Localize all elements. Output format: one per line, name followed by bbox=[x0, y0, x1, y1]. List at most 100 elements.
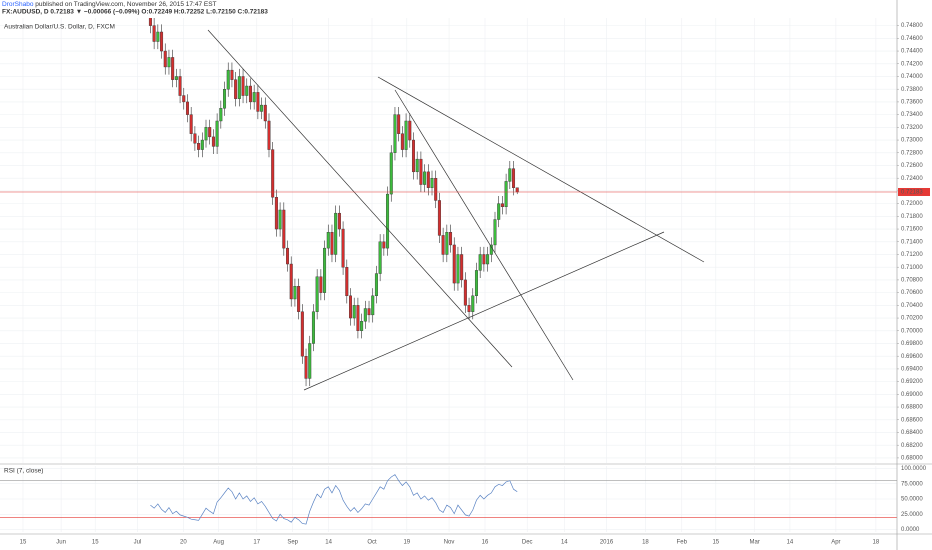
candle-body bbox=[471, 295, 475, 312]
y-tick-label: 0.74400 bbox=[901, 49, 923, 55]
y-tick-label: 0.74600 bbox=[901, 36, 923, 42]
candle-body bbox=[371, 295, 375, 316]
y-tick-label: 0.71400 bbox=[901, 239, 923, 245]
y-tick-label: 0.72600 bbox=[901, 163, 923, 169]
candle-body bbox=[200, 139, 204, 150]
candle-body bbox=[256, 92, 260, 112]
candle-body bbox=[156, 31, 160, 42]
y-tick-label: 0.68200 bbox=[901, 443, 923, 449]
candle-body bbox=[245, 85, 249, 96]
x-tick-label: Nov bbox=[444, 540, 455, 546]
candle-body bbox=[449, 232, 453, 246]
y-tick-label: 0.73000 bbox=[901, 138, 923, 144]
candle-body bbox=[234, 79, 238, 99]
x-tick-label: Jun bbox=[56, 540, 66, 546]
candle-body bbox=[500, 203, 504, 208]
y-tick-label: 0.70800 bbox=[901, 277, 923, 283]
trend-line bbox=[207, 29, 513, 368]
y-tick-label: 0.68600 bbox=[901, 417, 923, 423]
candle-body bbox=[474, 270, 478, 297]
candle-body bbox=[297, 286, 301, 312]
candle-body bbox=[382, 241, 386, 249]
candle-body bbox=[278, 209, 282, 230]
y-tick-label: 0.69800 bbox=[901, 341, 923, 347]
y-tick-label: 0.71600 bbox=[901, 227, 923, 233]
candle-body bbox=[326, 232, 330, 249]
candle-body bbox=[323, 247, 327, 293]
candle-body bbox=[415, 158, 419, 173]
candle-body bbox=[293, 286, 297, 300]
candle-body bbox=[197, 143, 201, 150]
candle-body bbox=[260, 104, 264, 112]
rsi-title: RSI (7, close) bbox=[4, 468, 43, 475]
x-tick-label: Aug bbox=[213, 540, 224, 546]
candle-body bbox=[248, 85, 252, 103]
candle-body bbox=[467, 305, 471, 312]
candle-body bbox=[489, 244, 493, 255]
candle-body bbox=[174, 76, 178, 80]
candle-body bbox=[482, 254, 486, 265]
candle-body bbox=[411, 139, 415, 173]
y-tick-label: 0.71800 bbox=[901, 214, 923, 220]
chart-title: Australian Dollar/U.S. Dollar, D, FXCM bbox=[4, 24, 115, 31]
candle-body bbox=[274, 197, 278, 230]
candle-body bbox=[356, 305, 360, 331]
x-tick-label: 15 bbox=[92, 540, 99, 546]
rsi-pane bbox=[0, 474, 897, 525]
x-tick-label: 19 bbox=[403, 540, 410, 546]
candle-body bbox=[311, 311, 315, 344]
last-price-box bbox=[898, 187, 930, 196]
y-tick-label: 0.68400 bbox=[901, 430, 923, 436]
candle-body bbox=[434, 177, 438, 201]
candle-body bbox=[367, 308, 371, 316]
y-tick-label: 100.0000 bbox=[901, 466, 927, 472]
trend-lines bbox=[207, 29, 705, 391]
trend-line bbox=[377, 76, 705, 263]
y-tick-label: 0.70000 bbox=[901, 328, 923, 334]
candle-body bbox=[363, 308, 367, 322]
y-tick-label: 0.70600 bbox=[901, 290, 923, 296]
candle-body bbox=[437, 200, 441, 236]
candle-body bbox=[308, 343, 312, 379]
candle-body bbox=[430, 177, 434, 188]
candle-body bbox=[400, 133, 404, 150]
candle-body bbox=[497, 203, 501, 220]
candle-body bbox=[215, 120, 219, 147]
author[interactable]: DrorShabo bbox=[2, 1, 34, 8]
candle-body bbox=[315, 276, 319, 312]
candle-body bbox=[319, 276, 323, 293]
candle-body bbox=[241, 76, 245, 96]
candle-body bbox=[341, 228, 345, 268]
candle-body bbox=[160, 31, 164, 52]
candle-body bbox=[423, 171, 427, 185]
y-tick-label: 0.74000 bbox=[901, 74, 923, 80]
candle-body bbox=[226, 69, 230, 90]
x-tick-label: Feb bbox=[677, 540, 688, 546]
candle-body bbox=[345, 267, 349, 297]
candle-body bbox=[426, 171, 430, 188]
x-tick-label: 2016 bbox=[600, 540, 614, 546]
candle-body bbox=[204, 127, 208, 141]
candle-body bbox=[478, 254, 482, 271]
y-tick-label: 50.0000 bbox=[901, 497, 923, 503]
y-tick-label: 0.72800 bbox=[901, 150, 923, 156]
x-tick-label: Mar bbox=[750, 540, 760, 546]
x-tick-label: Jul bbox=[134, 540, 142, 546]
grid bbox=[0, 18, 897, 532]
y-tick-label: 0.73200 bbox=[901, 125, 923, 131]
candle-body bbox=[300, 311, 304, 357]
y-tick-label: 0.68800 bbox=[901, 405, 923, 411]
x-tick-label: 14 bbox=[561, 540, 568, 546]
candle-body bbox=[441, 235, 445, 255]
candle-body bbox=[185, 101, 189, 115]
y-tick-label: 0.73600 bbox=[901, 99, 923, 105]
candle-body bbox=[237, 76, 241, 99]
y-tick-label: 25.0000 bbox=[901, 512, 923, 518]
candle-body bbox=[397, 114, 401, 134]
x-tick-label: 15 bbox=[712, 540, 719, 546]
candle-body bbox=[393, 114, 397, 153]
candle-body bbox=[219, 108, 223, 122]
candle-body bbox=[486, 254, 490, 265]
trend-line bbox=[303, 231, 665, 391]
